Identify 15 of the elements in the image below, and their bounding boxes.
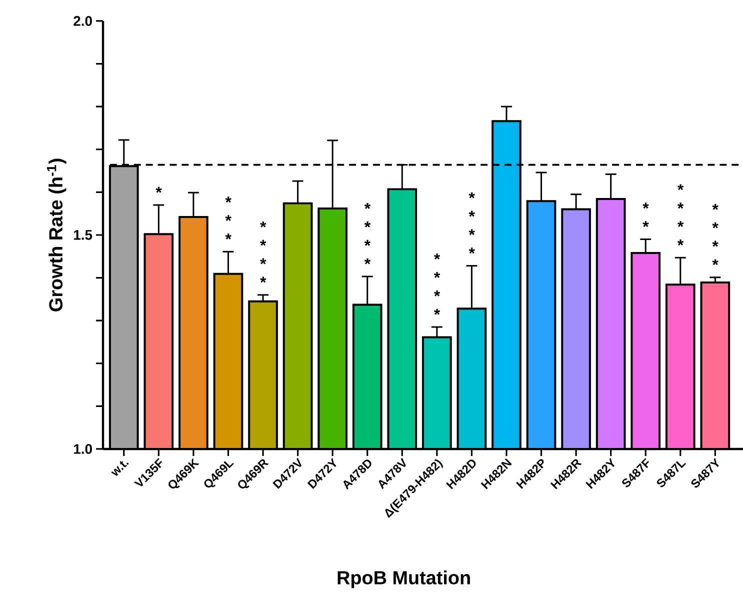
annotation: * * * * — [468, 192, 475, 254]
annotation: * * * * — [712, 204, 718, 266]
y-tick-label: 1.0 — [74, 444, 92, 454]
x-axis-title: RpoB Mutation — [338, 570, 470, 588]
annotation: * * * * — [260, 221, 266, 283]
y-tick-label: 1.5 — [74, 230, 92, 240]
annotation: * * — [642, 202, 649, 228]
annotation: * — [156, 186, 162, 193]
annotation: * * * * — [434, 254, 440, 315]
annotation: * * * * — [677, 184, 684, 246]
x-tick-label: w.t. — [111, 460, 129, 476]
annotation: * * * — [225, 196, 232, 240]
annotation: * * * * — [364, 203, 371, 264]
y-tick-label: 2.0 — [74, 16, 92, 26]
y-axis-title: Growth Rate (h$^{-1}$) — [47, 158, 66, 312]
